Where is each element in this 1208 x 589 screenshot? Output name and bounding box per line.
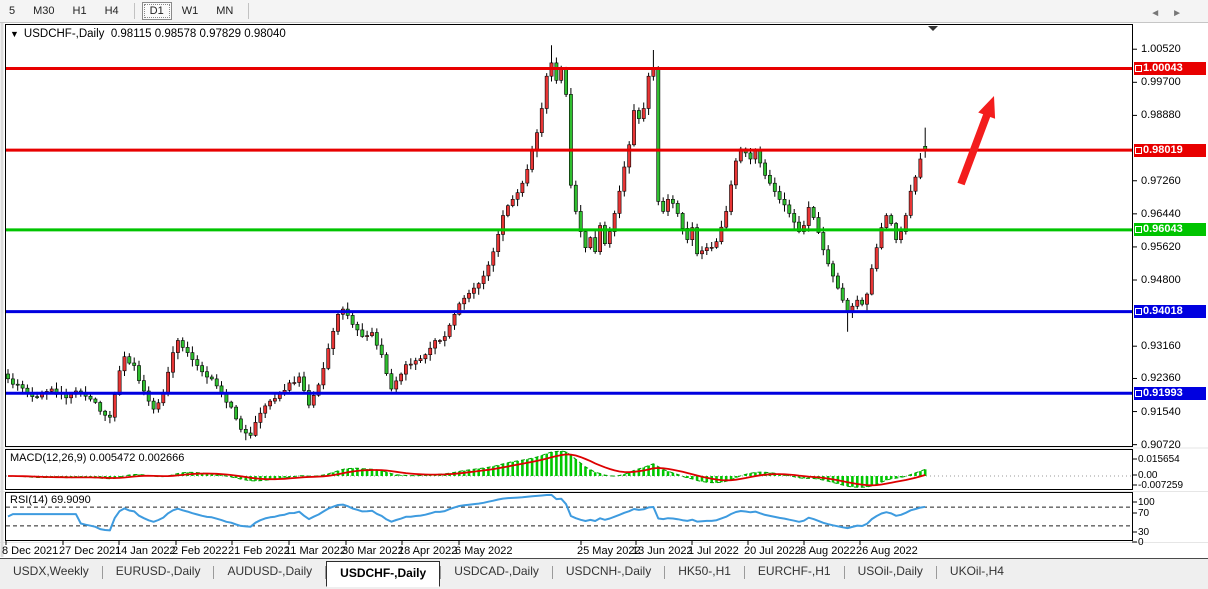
macd-line [7, 450, 926, 488]
rsi-line [7, 493, 926, 532]
up-candles [40, 62, 923, 436]
timeframe-button-5[interactable]: 5 [9, 5, 16, 17]
macd-axis-0.015654: 0.015654 [1138, 454, 1180, 465]
timeframe-button-h1[interactable]: H1 [72, 5, 87, 17]
price-tick-0.91540: 0.91540 [1141, 405, 1181, 418]
price-tick-0.99700: 0.99700 [1141, 76, 1181, 89]
date-label-14-jan-2022: 14 Jan 2022 [115, 545, 176, 557]
price-tick-0.94800: 0.94800 [1141, 274, 1181, 286]
price-badge-0.98019: 0.98019 [1134, 143, 1206, 157]
timeframe-button-h4[interactable]: H4 [104, 5, 119, 17]
price-tick-1.00520: 1.00520 [1141, 43, 1181, 56]
tab-separator [440, 566, 442, 579]
tab-eurchf-h1[interactable]: EURCHF-,H1 [757, 564, 831, 578]
price-badge-0.91993: 0.91993 [1134, 386, 1206, 400]
rsi-name: RSI(14) [10, 494, 48, 506]
down-candles [6, 62, 928, 436]
toolbar-separator [248, 3, 250, 19]
tab-usdcnh-daily[interactable]: USDCNH-,Daily [565, 564, 652, 578]
rsi-label-line: RSI(14) 69.9090 [10, 494, 91, 506]
tab-separator [213, 566, 215, 579]
macd-name: MACD(12,26,9) [10, 452, 87, 464]
date-label-27-dec-2021: 27 Dec 2021 [59, 545, 122, 557]
tab-separator [101, 566, 103, 579]
tab-ukoil-h4[interactable]: UKOil-,H4 [949, 564, 1004, 578]
timeframe-button-w1[interactable]: W1 [181, 5, 199, 17]
tab-scroll-left-icon[interactable]: ◄ [1150, 8, 1173, 19]
symbol-tabbar: USDX,Weekly EURUSD-,Daily AUDUSD-,Daily USD… [0, 558, 1208, 589]
date-label-26-aug-2022: 26 Aug 2022 [856, 545, 918, 557]
date-label-13-jun-2022: 13 Jun 2022 [632, 545, 693, 557]
date-label-25-may-2022: 25 May 2022 [577, 545, 641, 557]
price-badge-0.94018: 0.94018 [1134, 305, 1206, 319]
rsi-axis-30: 30 [1138, 527, 1150, 538]
tab-separator [743, 566, 745, 579]
date-label-8-aug-2022: 8 Aug 2022 [800, 545, 856, 557]
timeframe-button-m30[interactable]: M30 [33, 5, 55, 17]
tab-eurusd-daily[interactable]: EURUSD-,Daily [115, 564, 201, 578]
date-label-11-mar-2022: 11 Mar 2022 [285, 545, 346, 557]
date-label-21-feb-2022: 21 Feb 2022 [228, 545, 290, 557]
macd-label-line: MACD(12,26,9) 0.005472 0.002666 [10, 452, 184, 464]
toolbar-separator [133, 3, 135, 19]
date-label-18-apr-2022: 18 Apr 2022 [398, 545, 458, 557]
price-tick-0.92360: 0.92360 [1141, 372, 1181, 385]
tab-audusd-daily[interactable]: AUDUSD-,Daily [227, 564, 313, 578]
price-tick-0.95620: 0.95620 [1141, 240, 1181, 253]
price-tick-0.93160: 0.93160 [1141, 340, 1181, 353]
macd-value-signal: 0.002666 [138, 452, 185, 464]
date-label-8-dec-2021: 8 Dec 2021 [2, 545, 59, 557]
tab-scroll-right-icon[interactable]: ► [1172, 8, 1194, 19]
timeframe-toolbar: 5 M30 H1 H4 D1 W1 MN [0, 0, 1208, 23]
tab-hk50-h1[interactable]: HK50-,H1 [678, 564, 731, 578]
chart-shift-marker-icon [928, 26, 938, 31]
tab-separator [664, 566, 666, 579]
price-tick-0.98880: 0.98880 [1141, 109, 1181, 122]
tab-separator [325, 566, 327, 579]
price-tick-0.96440: 0.96440 [1141, 207, 1181, 220]
tab-usdchf-daily[interactable]: USDCHF-,Daily [326, 561, 441, 587]
tab-separator [843, 566, 845, 579]
timeframe-button-mn[interactable]: MN [216, 5, 234, 17]
chart-title-line: ▼ USDCHF-,Daily 0.98115 0.98578 0.97829 0… [10, 28, 286, 40]
macd-axis-0.00: 0.00 [1138, 470, 1158, 481]
chart-dropdown-icon[interactable]: ▼ [10, 29, 19, 39]
price-tick-0.97260: 0.97260 [1141, 174, 1181, 187]
macd-signal-line [8, 453, 926, 487]
date-label-1-jul-2022: 1 Jul 2022 [688, 545, 739, 557]
macd-axis--0.007259: -0.007259 [1138, 480, 1184, 491]
rsi-axis-0: 0 [1138, 537, 1144, 548]
tab-separator [551, 566, 553, 579]
price-tick-0.90720: 0.90720 [1141, 438, 1181, 451]
date-label-2-feb-2022: 2 Feb 2022 [172, 545, 228, 557]
tab-separator [935, 566, 937, 579]
macd-value-main: 0.005472 [89, 452, 136, 464]
date-label-30-mar-2022: 30 Mar 2022 [342, 545, 404, 557]
chart-symbol-title: USDCHF-,Daily [23, 28, 105, 40]
trend-arrow-annotation[interactable] [957, 96, 996, 186]
tab-scroll-arrows[interactable]: ◄► [1150, 8, 1194, 19]
timeframe-button-d1[interactable]: D1 [141, 2, 172, 20]
date-label-6-may-2022: 6 May 2022 [455, 545, 513, 557]
chart-ohlc-values: 0.98115 0.98578 0.97829 0.98040 [110, 28, 286, 40]
tab-usdx-weekly[interactable]: USDX,Weekly [13, 564, 89, 578]
rsi-value: 69.9090 [50, 494, 91, 506]
price-badge-0.96043: 0.96043 [1134, 223, 1206, 237]
tab-usoil-daily[interactable]: USOil-,Daily [857, 564, 923, 578]
rsi-axis-70: 70 [1138, 508, 1150, 519]
price-badge-1.00043: 1.00043 [1134, 61, 1206, 75]
rsi-axis-100: 100 [1138, 497, 1155, 508]
tab-usdcad-daily[interactable]: USDCAD-,Daily [454, 564, 539, 578]
date-label-20-jul-2022: 20 Jul 2022 [744, 545, 801, 557]
